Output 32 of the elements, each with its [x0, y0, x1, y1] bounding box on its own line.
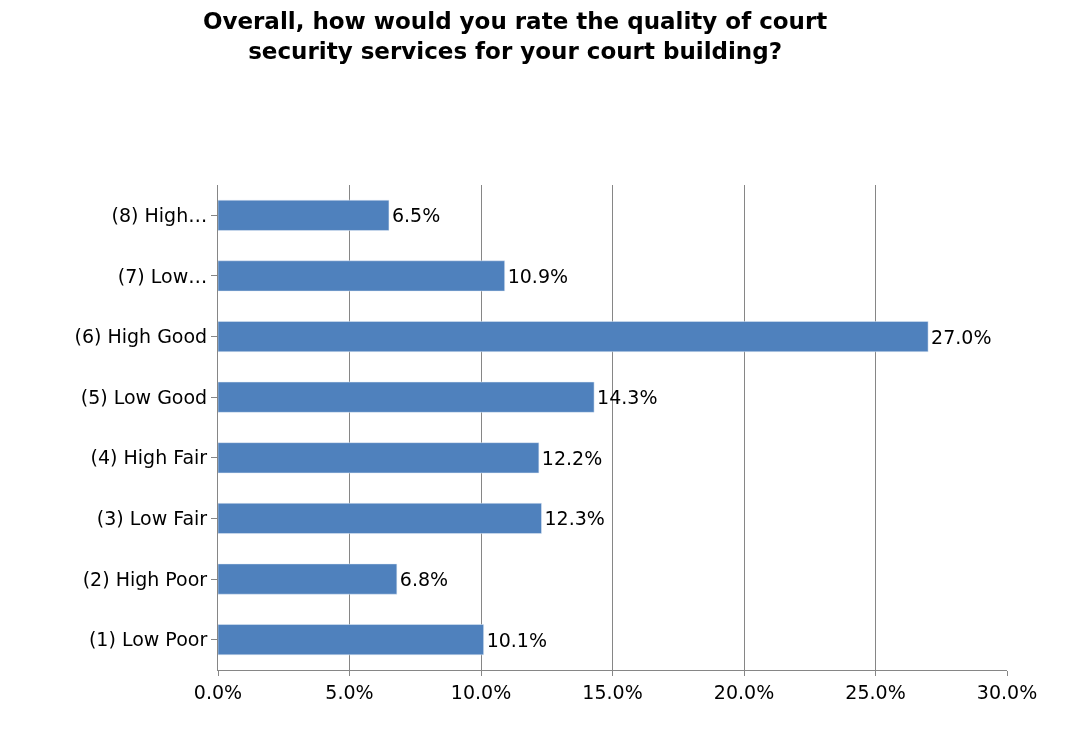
y-tick-label: (8) High…: [111, 203, 208, 226]
data-label: 6.5%: [391, 204, 441, 227]
data-label: 10.9%: [507, 264, 569, 287]
y-tick-label: (2) High Poor: [82, 567, 208, 590]
chart-title: Overall, how would you rate the quality of court security services for your court building?: [202, 8, 828, 65]
x-tick-label: 15.0%: [582, 680, 643, 703]
bar: [218, 381, 595, 413]
y-tick-label: (3) Low Fair: [96, 507, 208, 530]
x-tick-label: 10.0%: [450, 680, 512, 703]
x-tick-label: 0.0%: [193, 680, 243, 703]
bar: [218, 199, 390, 231]
data-label: 14.3%: [597, 386, 658, 409]
data-label: 10.1%: [486, 628, 547, 651]
bar: [218, 563, 398, 595]
x-tick-label: 25.0%: [845, 680, 906, 703]
bar: [218, 260, 505, 292]
bar: [218, 321, 929, 352]
bar: [218, 442, 540, 474]
data-label: 6.8%: [399, 568, 449, 591]
y-tick-label: (6) High Good: [74, 325, 208, 348]
data-label: 12.3%: [544, 507, 605, 530]
bar: [218, 503, 542, 534]
y-tick-label: (4) High Fair: [90, 446, 208, 469]
x-tick-label: 30.0%: [976, 680, 1038, 703]
bar: [218, 624, 484, 656]
y-tick-label: (1) Low Poor: [88, 628, 208, 651]
x-tick-label: 5.0%: [325, 680, 374, 703]
data-label: 27.0%: [931, 325, 992, 348]
data-label: 12.2%: [541, 446, 603, 469]
y-tick-label: (5) Low Good: [80, 385, 208, 408]
x-tick-label: 20.0%: [713, 680, 775, 703]
y-tick-label: (7) Low…: [117, 264, 208, 287]
